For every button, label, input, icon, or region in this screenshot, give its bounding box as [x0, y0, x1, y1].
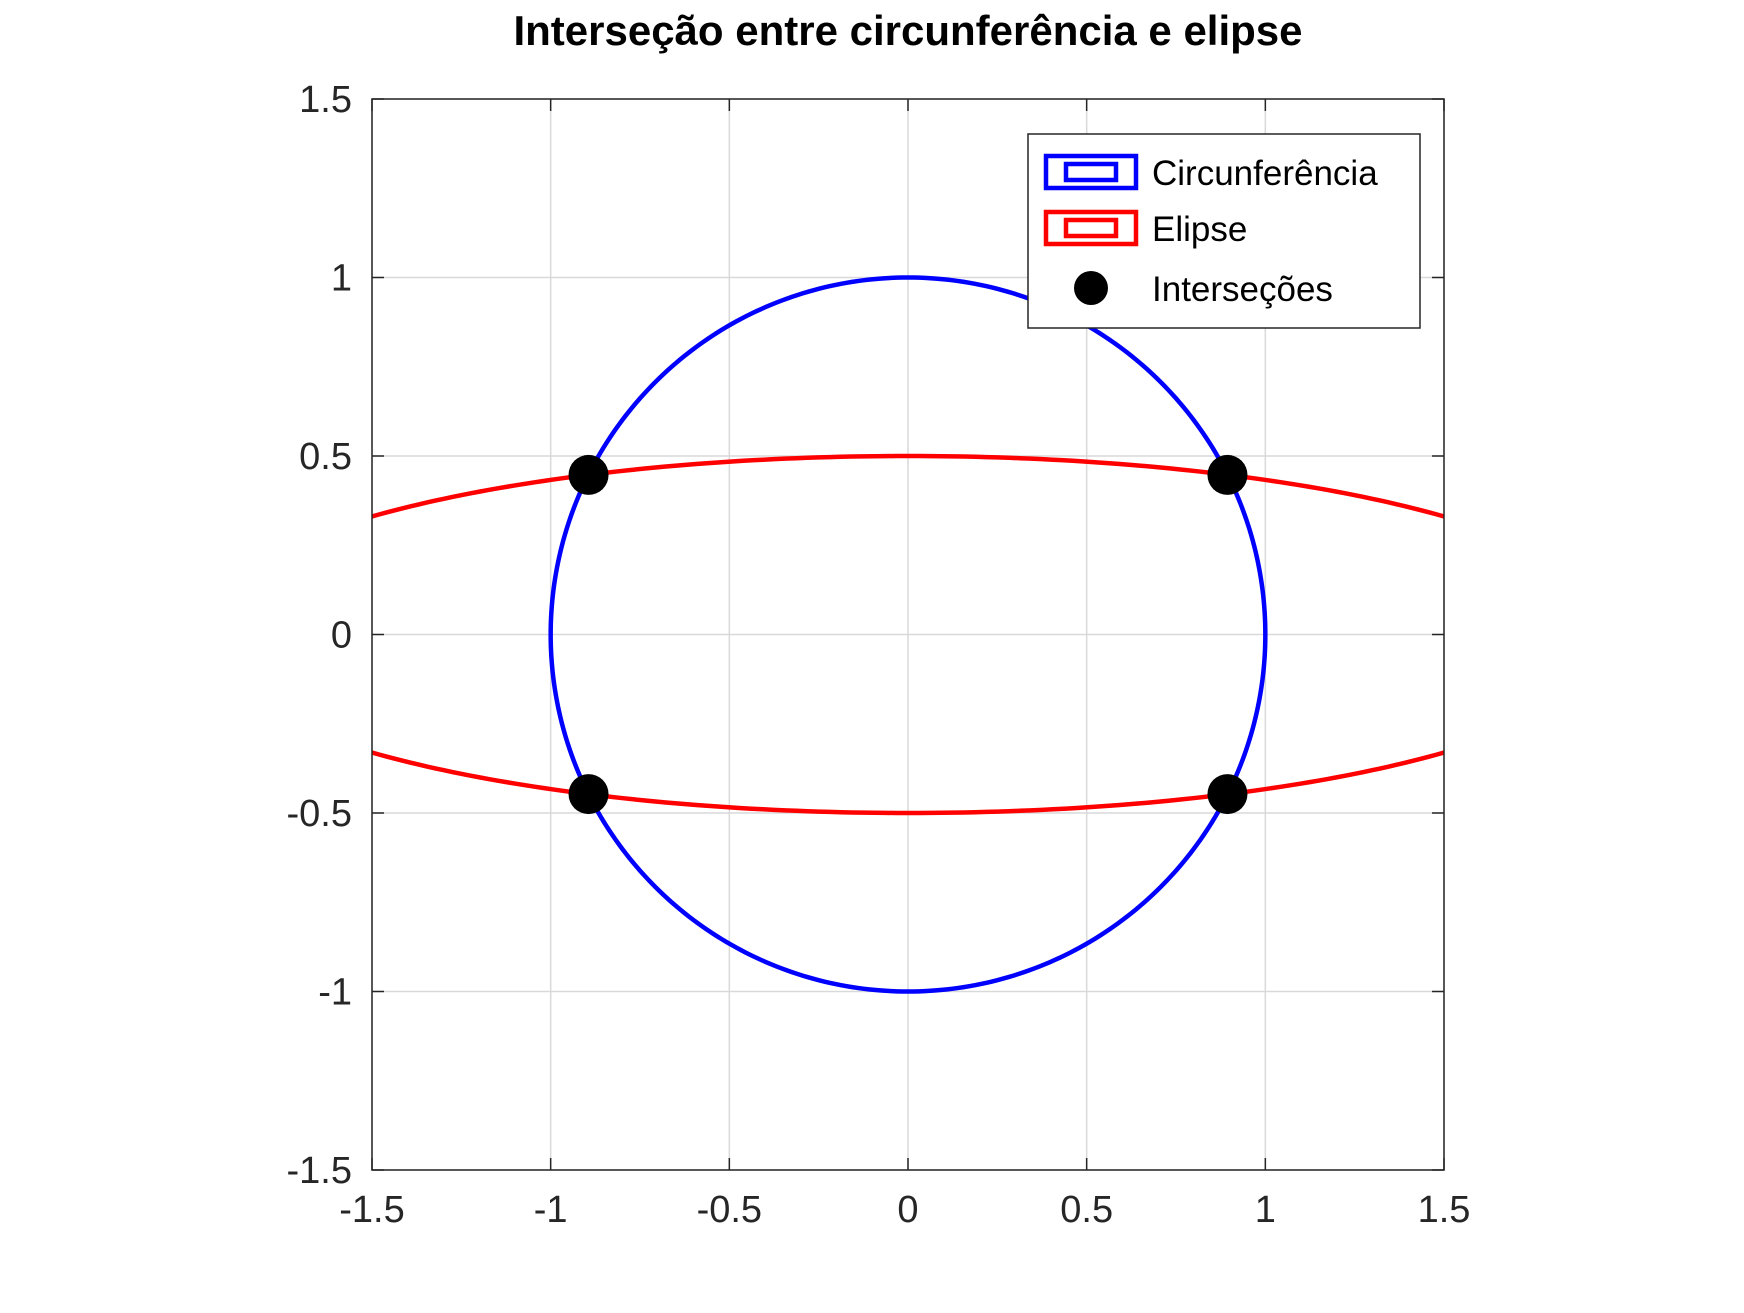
x-tick-label: 1.5 [1418, 1189, 1471, 1231]
legend-swatch-2 [1074, 271, 1108, 305]
legend-swatch-inner-0 [1063, 161, 1119, 183]
legend-label-0: Circunferência [1152, 154, 1378, 193]
x-tick-label: 0 [897, 1189, 918, 1231]
y-tick-label: -0.5 [287, 793, 352, 835]
tick-labels: -1.5 -1 -0.5 0 0.5 1 1.5 -1.5 -1 -0.5 0 0.5 1 1.5 [287, 79, 1471, 1231]
chart-title: Interseção entre circunferência e elipse [513, 7, 1302, 54]
intersection-point-0 [568, 454, 609, 495]
x-tick-label: 1 [1255, 1189, 1276, 1231]
intersection-point-3 [1207, 774, 1248, 815]
y-tick-label: 0 [331, 615, 352, 657]
legend: Circunferência Elipse Interseções [1027, 133, 1421, 329]
intersection-point-1 [1207, 454, 1248, 495]
x-tick-label: -1 [534, 1189, 568, 1231]
y-tick-label: 1.5 [299, 79, 352, 121]
legend-swatch-0 [1043, 153, 1139, 191]
y-tick-label: 0.5 [299, 436, 352, 478]
legend-swatch-1 [1043, 209, 1139, 247]
x-tick-label: 0.5 [1060, 1189, 1113, 1231]
series-curve-1 [372, 453, 1444, 816]
legend-label-2: Interseções [1152, 270, 1333, 309]
legend-label-1: Elipse [1152, 210, 1247, 249]
x-tick-label: -1.5 [339, 1189, 404, 1231]
intersection-point-2 [568, 774, 609, 815]
y-tick-label: 1 [331, 258, 352, 300]
axes [371, 98, 1445, 1171]
legend-swatch-inner-1 [1063, 217, 1119, 239]
y-tick-label: -1 [318, 972, 352, 1014]
x-tick-label: -0.5 [697, 1189, 762, 1231]
plot-series [372, 275, 1444, 994]
y-tick-label: -1.5 [287, 1150, 352, 1192]
